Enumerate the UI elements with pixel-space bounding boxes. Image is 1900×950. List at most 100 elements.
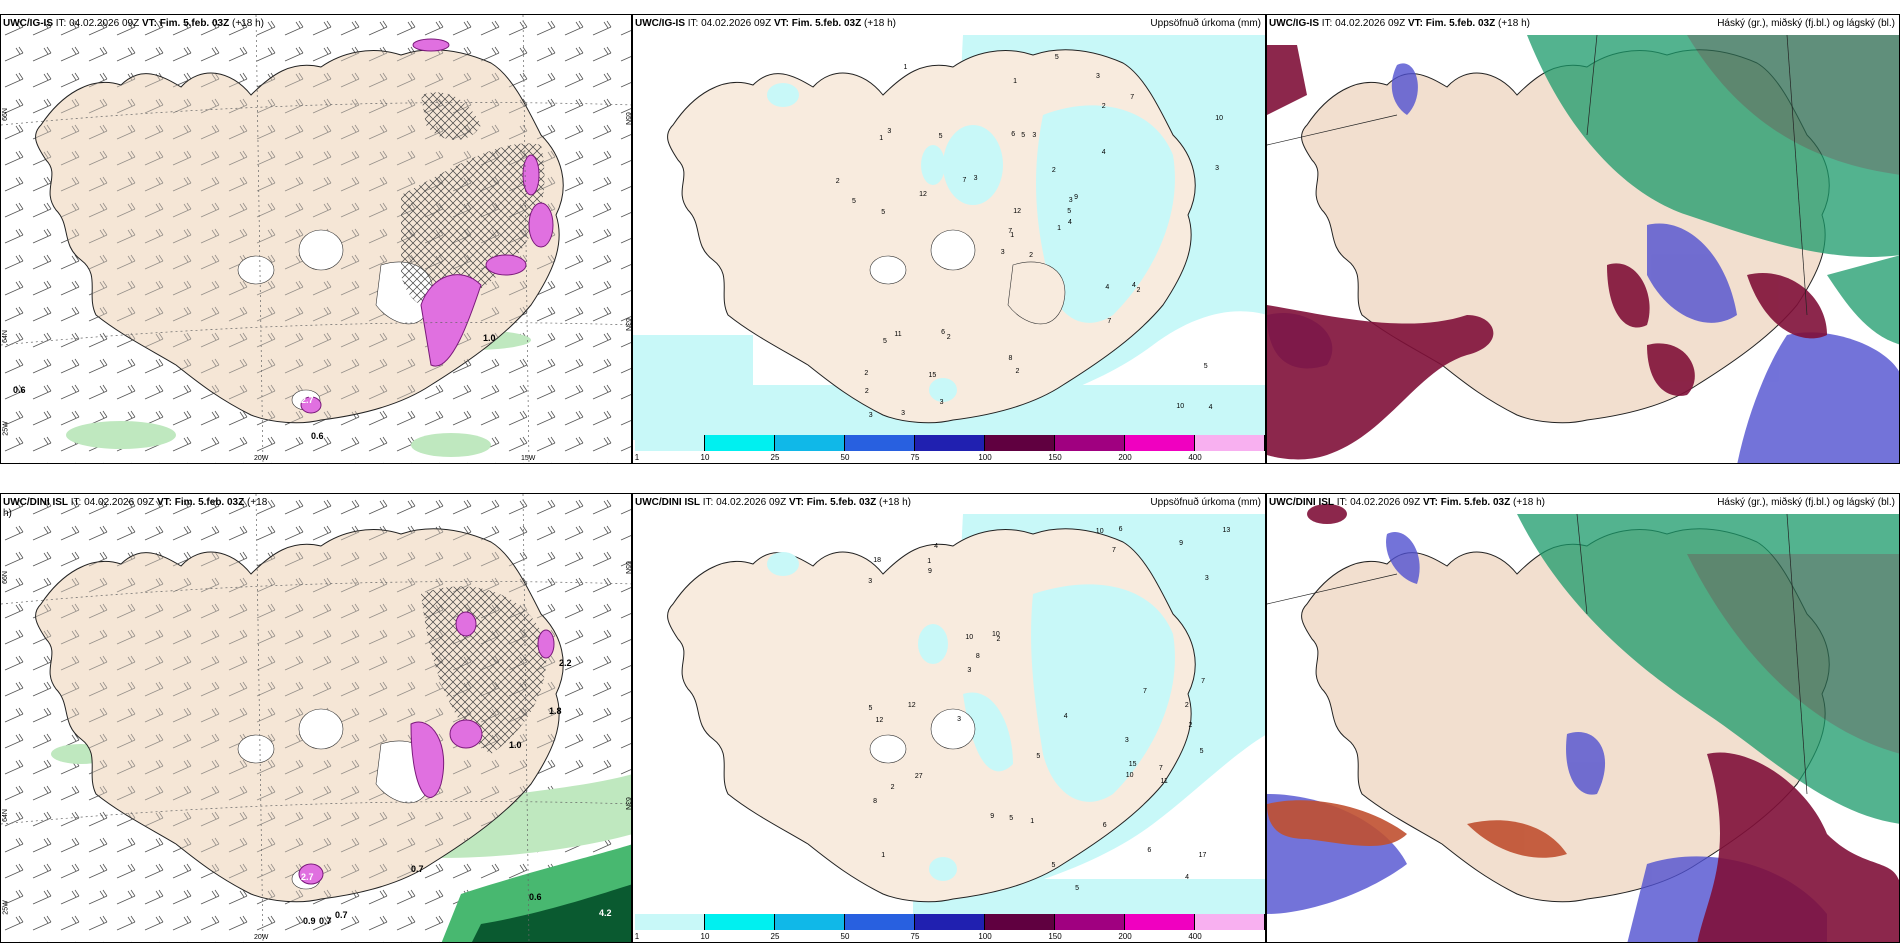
precip-value-label: 3 [939,398,944,406]
precip-value-label: 2 [864,370,869,378]
colorbar-tick-label: 10 [700,453,710,462]
precip-value-label: 1 [1030,818,1035,826]
init-time: IT: 04.02.2026 09Z [70,497,155,508]
precip-colorbar: 1 10 25 50 75 100 150 200 400 [633,914,1265,941]
colorbar-cell [1125,914,1195,930]
lon-label: 20W [254,934,269,941]
precip-value-label: 9 [990,813,995,821]
model-name: UWC/DINI ISL [1269,497,1334,508]
valid-time: VT: Fim. 5.feb. 03Z [141,18,230,29]
colorbar-cell [1125,435,1195,451]
precip-value-label: 1 [927,557,932,565]
model-name: UWC/IG-IS [1269,18,1319,29]
map-canvas [1267,34,1899,463]
precip-value-label: 7 [1143,687,1147,695]
low-cloud [1267,504,1899,942]
colorbar-tick-label: 200 [1118,453,1132,462]
lon-label: 15W [521,455,536,462]
colorbar-cell [1195,435,1265,451]
precip-value-label: 4 [1063,712,1068,720]
lat-label: 65N [623,112,631,125]
wind-label: 1.8 [549,706,562,716]
precip-value-label: 10 [991,631,1000,639]
valid-time: VT: Fim. 5.feb. 03Z [1407,18,1496,29]
magenta-precip-contours [300,38,554,414]
precip-value-label: 5 [1036,752,1041,760]
wind-label: 2.2 [559,658,572,668]
precip-value-label: 4 [934,543,939,551]
colorbar-cell [1055,914,1125,930]
precip-value-label: 3 [973,174,978,182]
colorbar-cell [635,435,705,451]
lead-time: (+18 h) [1498,18,1530,29]
colorbar-tick-label: 150 [1048,932,1062,941]
precip-value-label: 9 [1179,540,1183,548]
precip-value-label: 5 [1067,208,1072,216]
lat-label: 25W [2,900,10,915]
panel-title: UWC/DINI ISL IT: 04.02.2026 09Z VT: Fim.… [635,497,911,508]
map-canvas [1,15,631,463]
lat-label: 65N [623,561,631,574]
precip-value-label: 2 [1101,103,1106,111]
precip-value-label: 11 [894,330,902,338]
panel-wind-igis: UWC/IG-IS IT: 04.02.2026 09Z VT: Fim. 5.… [0,14,632,464]
colorbar-tick-label: 200 [1118,932,1132,941]
precip-value-label: 5 [1054,53,1059,61]
map-canvas [1267,504,1899,942]
precip-value-label: 9 [927,568,932,576]
colorbar-cell [915,914,985,930]
colorbar-cell [705,435,775,451]
precip-value-label: 5 [1009,815,1014,823]
colorbar-cell [845,914,915,930]
init-time: IT: 04.02.2026 09Z [702,497,787,508]
precip-value-label: 7 [1107,317,1112,325]
precip-value-label: 10 [1125,772,1134,780]
precip-colorbar: 1 10 25 50 75 100 150 200 400 [633,435,1265,462]
panel-clouds-dini: UWC/DINI ISL IT: 04.02.2026 09Z VT: Fim.… [1266,493,1900,943]
colorbar-cell [635,914,705,930]
precip-value-label: 8 [975,652,980,660]
precip-value-label: 3 [868,577,873,585]
colorbar-tick-label: 10 [700,932,710,941]
panel-precip-dini: UWC/DINI ISL IT: 04.02.2026 09Z VT: Fim.… [632,493,1266,943]
panel-precip-igis: UWC/IG-IS IT: 04.02.2026 09Z VT: Fim. 5.… [632,14,1266,464]
panel-title: UWC/IG-IS IT: 04.02.2026 09Z VT: Fim. 5.… [1269,18,1530,29]
precip-value-label: 2 [1184,701,1189,709]
precip-value-label: 7 [1112,547,1116,555]
colorbar-tick-label: 400 [1188,453,1202,462]
precip-value-label: 3 [868,411,873,419]
init-time: IT: 04.02.2026 09Z [687,18,772,29]
init-time: IT: 04.02.2026 09Z [1336,497,1421,508]
lat-label: 64N [1,330,9,343]
precip-value-label: 1 [879,135,884,143]
precip-value-label: 1 [903,63,908,71]
wind-label: 0.6 [529,892,542,902]
precip-value-label: 2 [1015,367,1020,375]
precip-value-label: 3 [901,409,906,417]
model-name: UWC/DINI ISL [635,497,700,508]
precip-value-label: 6 [941,328,946,336]
lon-label: 20W [254,455,269,462]
precip-value-label: 3 [887,127,892,135]
precip-value-label: 7 [1158,764,1163,772]
coast-lines [1267,513,1808,795]
wind-label: 2.7 [301,872,314,882]
precip-value-label: 5 [1051,862,1056,870]
lat-label: 66N [1,571,9,584]
map-canvas [1,494,631,942]
lat-label: 63N [623,797,631,810]
precip-value-label: 10 [1095,527,1104,535]
precip-over-land [767,83,1175,402]
precip-value-label: 7 [1008,228,1013,236]
precip-over-land [767,552,1175,881]
wind-label: 0.7 [319,916,332,926]
precip-values: 2 1 1 2 3 2 3 3 2 1 1 4 5 10 3 4 3 6 2 11 3 2 15 5 9 2 3 1 5 4 3 7 8 12 5 7… [633,15,1265,440]
precip-value-label: 18 [873,557,882,565]
precip-value-label: 5 [1203,363,1208,371]
hatched-snow-area [421,586,547,754]
panel-field-title: Háský (gr.), miðský (fj.bl.) og lágský (… [1717,18,1895,29]
panel-wind-dini: UWC/DINI ISL IT: 04.02.2026 09Z VT: Fim.… [0,493,632,943]
precip-value-label: 3 [1124,737,1129,745]
model-name: UWC/IG-IS [3,18,53,29]
wind-label: 0.9 [303,916,316,926]
